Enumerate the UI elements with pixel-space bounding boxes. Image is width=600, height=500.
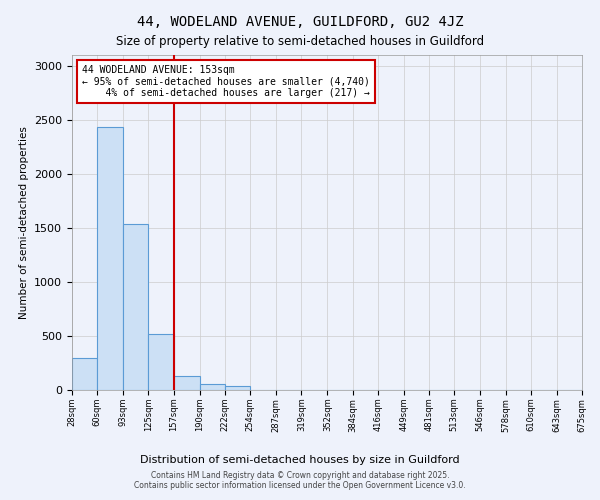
Bar: [200, 384, 225, 390]
Text: Contains HM Land Registry data © Crown copyright and database right 2025.
Contai: Contains HM Land Registry data © Crown c…: [134, 470, 466, 490]
Bar: [123, 224, 148, 390]
Text: Distribution of semi-detached houses by size in Guildford: Distribution of semi-detached houses by …: [140, 455, 460, 465]
Bar: [225, 386, 250, 390]
Text: 44 WODELAND AVENUE: 153sqm
← 95% of semi-detached houses are smaller (4,740)
   : 44 WODELAND AVENUE: 153sqm ← 95% of semi…: [82, 65, 370, 98]
Y-axis label: Number of semi-detached properties: Number of semi-detached properties: [19, 126, 29, 319]
Bar: [72, 358, 97, 390]
Text: 44, WODELAND AVENUE, GUILDFORD, GU2 4JZ: 44, WODELAND AVENUE, GUILDFORD, GU2 4JZ: [137, 15, 463, 29]
Text: Size of property relative to semi-detached houses in Guildford: Size of property relative to semi-detach…: [116, 35, 484, 48]
Bar: [97, 128, 123, 390]
Bar: [148, 334, 173, 390]
Bar: [173, 376, 200, 390]
